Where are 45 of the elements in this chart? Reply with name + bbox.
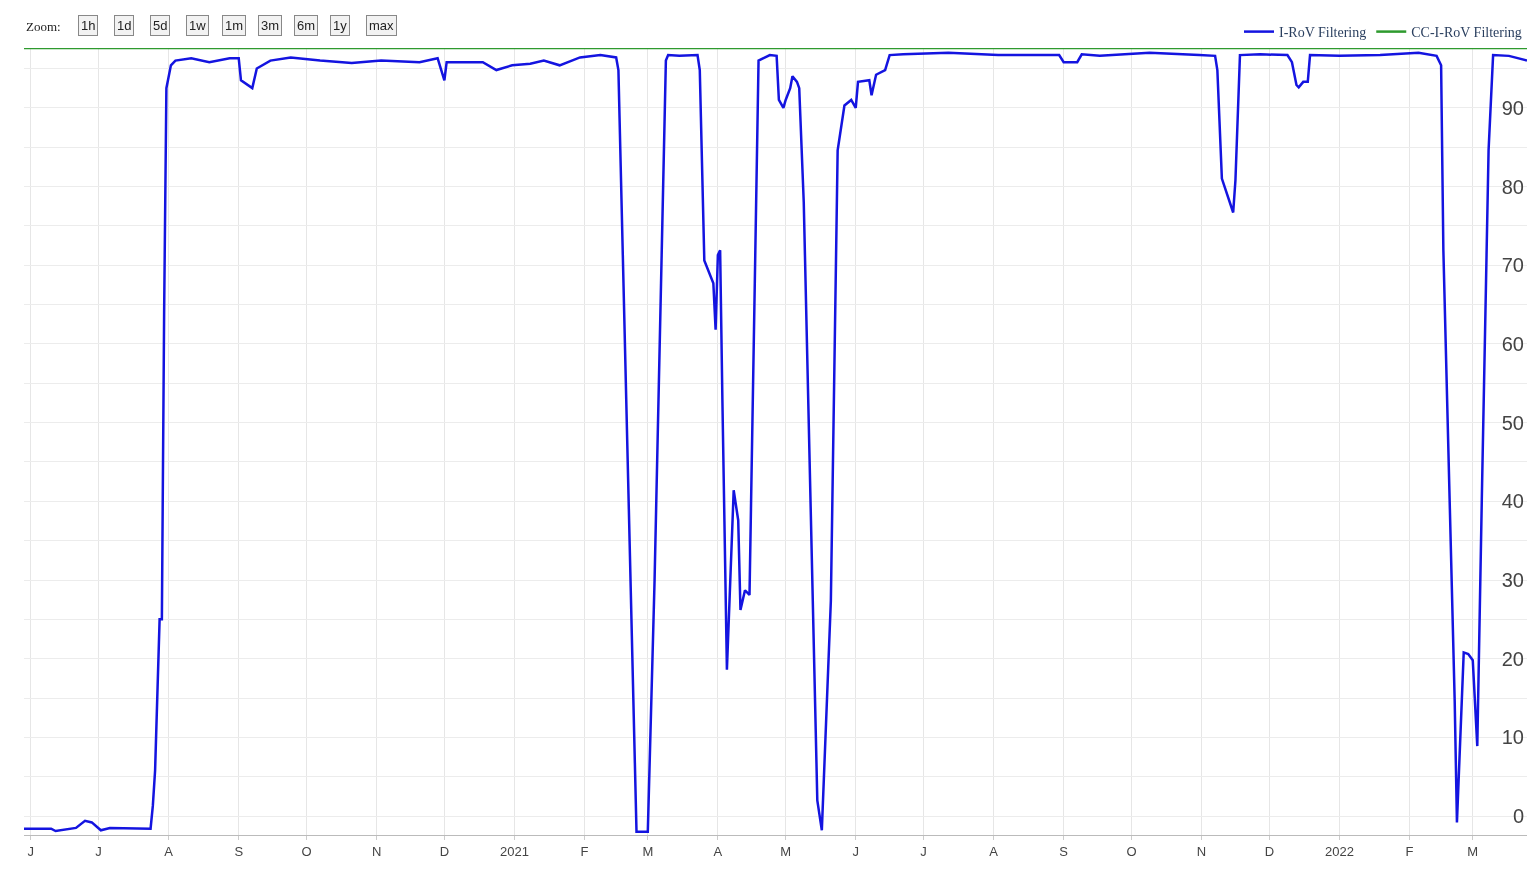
x-tick-label: A	[164, 843, 174, 859]
y-tick-label: 90	[1501, 96, 1524, 119]
x-tick-label: D	[439, 843, 450, 859]
text: max	[369, 18, 395, 33]
x-tick-label: S	[1059, 843, 1069, 859]
y-tick-label: 80	[1501, 175, 1524, 198]
legend-label: I-RoV Filtering	[1279, 25, 1367, 41]
y-tick-label: 40	[1501, 490, 1524, 513]
text: Zoom:	[26, 19, 61, 34]
x-tick-label: S	[234, 843, 244, 859]
x-tick-label: M	[780, 843, 792, 859]
x-tick-label: J	[27, 843, 35, 859]
y-tick-label: 30	[1501, 569, 1524, 592]
x-tick-label: N	[371, 843, 382, 859]
y-tick-label: 10	[1501, 726, 1524, 749]
x-tick-label: M	[642, 843, 654, 859]
y-tick-label: 20	[1501, 647, 1524, 670]
line-series	[24, 51, 1527, 834]
text: 1y	[333, 18, 348, 33]
y-tick-label: 0	[1512, 805, 1524, 828]
x-tick-label: 2022	[1324, 843, 1354, 859]
text: 1h	[81, 18, 96, 33]
text: 1w	[189, 18, 207, 33]
x-tick-label: A	[989, 843, 999, 859]
legend-label: CC-I-RoV Filtering	[1411, 25, 1522, 41]
text: 6m	[297, 18, 316, 33]
x-tick-label: O	[1126, 843, 1137, 859]
x-tick-label: J	[852, 843, 859, 859]
y-tick-label: 70	[1501, 254, 1524, 277]
x-tick-label: J	[95, 843, 102, 859]
x-tick-label: 2021	[499, 843, 529, 859]
x-tick-label: N	[1196, 843, 1207, 859]
text: 5d	[153, 18, 168, 33]
x-tick-label: M	[1467, 843, 1479, 859]
text: 3m	[261, 18, 280, 33]
x-tick-label: O	[301, 843, 312, 859]
text: 1m	[225, 18, 244, 33]
x-tick-label: F	[1405, 843, 1414, 859]
x-tick-label: J	[920, 843, 927, 859]
x-tick-label: F	[580, 843, 589, 859]
text: 1d	[117, 18, 132, 33]
x-tick-label: A	[713, 843, 723, 859]
y-tick-label: 50	[1501, 411, 1524, 434]
x-tick-label: D	[1264, 843, 1275, 859]
y-tick-label: 60	[1501, 332, 1524, 355]
